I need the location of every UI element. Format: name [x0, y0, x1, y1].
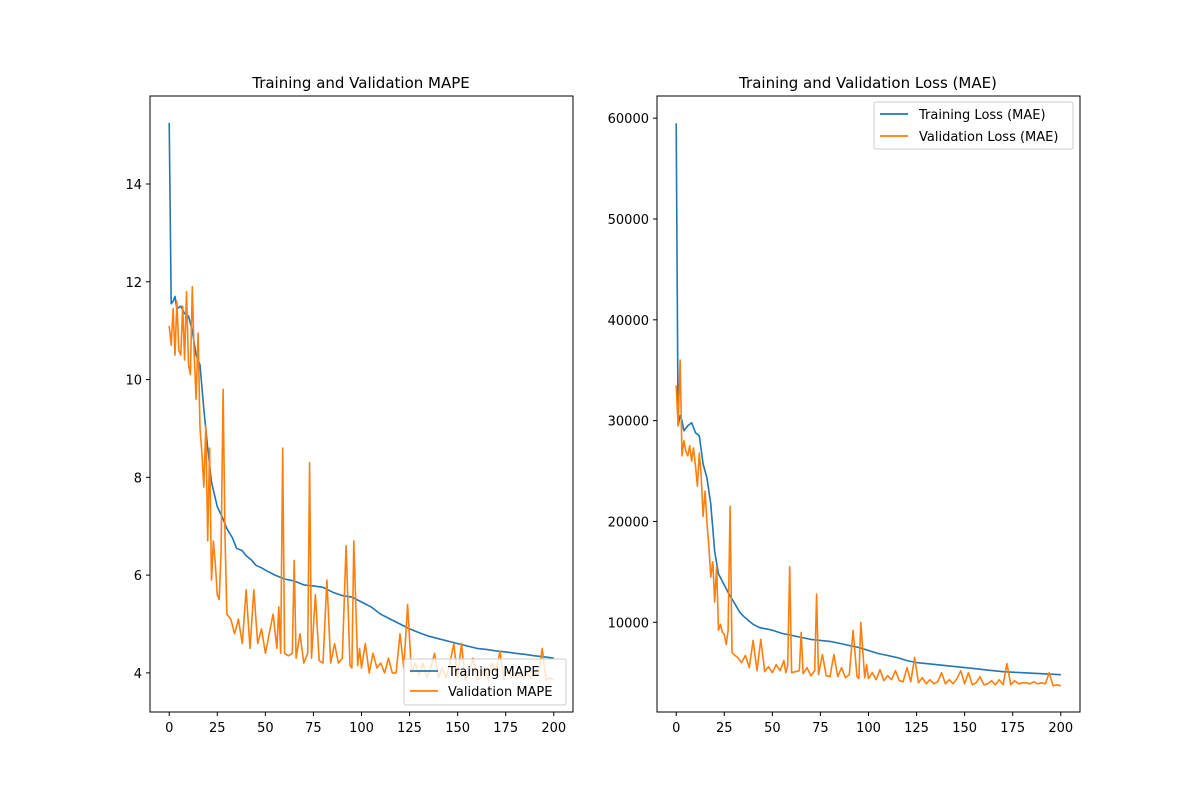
legend: Training Loss (MAE) Validation Loss (MAE…	[873, 101, 1074, 150]
x-tick-label: 75	[812, 721, 829, 736]
x-tick-label: 0	[165, 721, 173, 736]
x-tick-label: 125	[904, 721, 929, 736]
x-tick-label: 200	[1048, 721, 1073, 736]
x-tick-label: 100	[349, 721, 374, 736]
y-tick-label: 4	[134, 667, 142, 682]
x-tick-label: 175	[1000, 721, 1025, 736]
mape-chart: Training and Validation MAPE 0 25 50 75 100 1…	[125, 74, 574, 736]
plot-background	[657, 96, 1080, 712]
x-tick-label: 175	[493, 721, 518, 736]
x-tick-label: 150	[952, 721, 977, 736]
series-group	[675, 123, 1061, 687]
x-tick-label: 25	[716, 721, 733, 736]
x-tick-label: 125	[397, 721, 422, 736]
x-tick-label: 25	[209, 721, 226, 736]
x-tick-label: 150	[445, 721, 470, 736]
legend-box	[403, 658, 567, 706]
y-tick-label: 40000	[608, 314, 649, 329]
y-tick-label: 14	[125, 178, 142, 193]
chart-title: Training and Validation MAPE	[251, 74, 470, 92]
plot-area: 0 25 50 75 100 125 150 175 200 10000 20000 30000 400…	[608, 95, 1081, 736]
y-tick-label: 10000	[608, 616, 649, 631]
y-tick-label: 30000	[608, 415, 649, 430]
x-tick-label: 75	[305, 721, 322, 736]
y-tick-label: 50000	[608, 213, 649, 228]
mae-chart: Training and Validation Loss (MAE) 0 25 50…	[608, 74, 1081, 736]
x-tick-label: 200	[541, 721, 566, 736]
y-tick-label: 6	[134, 569, 142, 584]
y-tick-label: 8	[134, 471, 142, 486]
plot-background	[150, 96, 573, 712]
legend-label-training: Training MAPE	[447, 665, 540, 680]
x-tick-label: 100	[856, 721, 881, 736]
y-tick-label: 10	[125, 374, 142, 389]
series-line-validation	[675, 359, 1061, 687]
legend-label-validation: Validation Loss (MAE)	[919, 130, 1058, 145]
y-tick-label: 20000	[608, 515, 649, 530]
y-tick-label: 12	[125, 276, 142, 291]
legend: Training MAPE Validation MAPE	[403, 658, 567, 706]
legend-label-validation: Validation MAPE	[448, 685, 553, 700]
y-tick-label: 60000	[608, 112, 649, 127]
x-tick-label: 50	[764, 721, 781, 736]
x-tick-label: 50	[257, 721, 274, 736]
legend-label-training: Training Loss (MAE)	[918, 108, 1046, 123]
legend-box	[873, 101, 1074, 150]
chart-title: Training and Validation Loss (MAE)	[738, 74, 997, 92]
x-tick-label: 0	[672, 721, 680, 736]
plot-area: 0 25 50 75 100 125 150 175 200 4 6 8 10 12 14	[125, 95, 574, 736]
